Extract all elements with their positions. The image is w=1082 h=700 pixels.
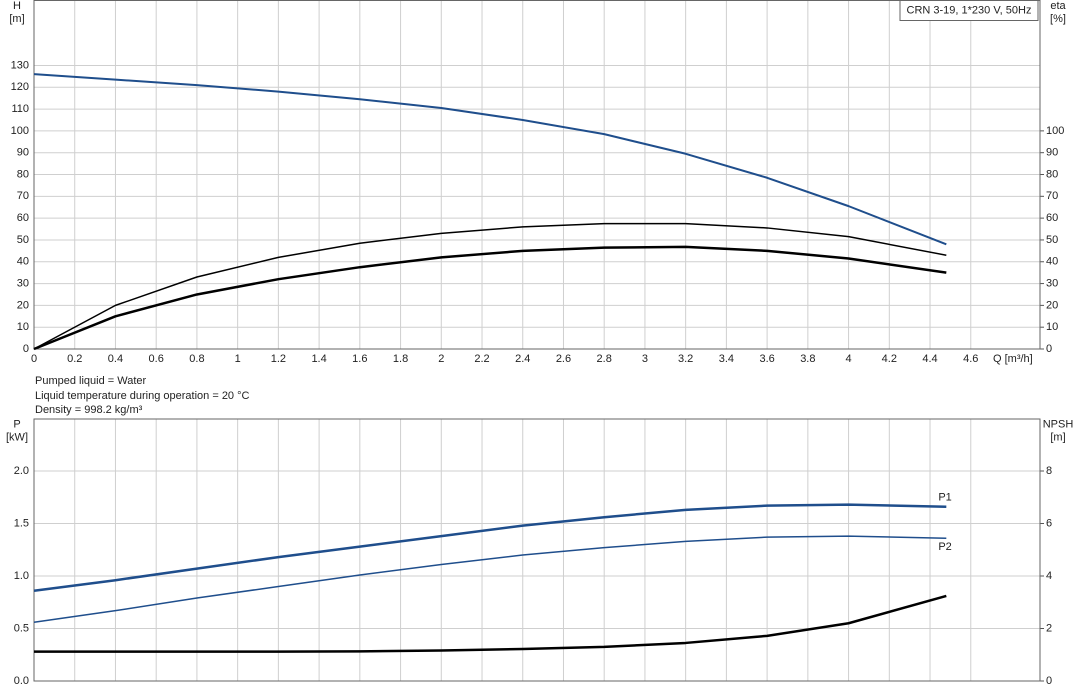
y-tick-label: 0.5 [14,622,29,634]
y-tick-label: 100 [11,125,29,137]
y-axis-label: H [13,0,21,12]
x-axis-label: Q [m³/h] [993,353,1033,365]
x-tick-label: 0.8 [189,353,204,365]
y-tick-label: 120 [11,81,29,93]
y-tick-label: 1.5 [14,517,29,529]
x-tick-label: 3.4 [719,353,734,365]
y-tick-label: 90 [17,147,29,159]
y2-axis-label: [%] [1050,13,1066,25]
y2-tick-label: 6 [1046,517,1052,529]
chart-title: CRN 3-19, 1*230 V, 50Hz [907,4,1032,16]
y2-axis-label: NPSH [1043,418,1074,430]
series-label: P1 [938,492,951,504]
x-tick-label: 1.4 [311,353,326,365]
y-tick-label: 0 [23,343,29,355]
note: Pumped liquid = Water [35,375,147,387]
note: Density = 998.2 kg/m³ [35,404,143,416]
plot-frame [33,418,1041,682]
y2-tick-label: 60 [1046,212,1058,224]
y2-tick-label: 20 [1046,299,1058,311]
y-tick-label: 10 [17,321,29,333]
series-line [33,245,947,351]
y2-tick-label: 10 [1046,321,1058,333]
y-tick-label: 40 [17,256,29,268]
series-line [33,73,947,246]
note: Liquid temperature during operation = 20… [35,390,250,402]
x-tick-label: 1.8 [393,353,408,365]
y-tick-label: 30 [17,277,29,289]
x-tick-label: 2.8 [597,353,612,365]
x-tick-label: 2 [438,353,444,365]
x-tick-label: 0.2 [67,353,82,365]
y2-tick-label: 0 [1046,343,1052,355]
y2-tick-label: 100 [1046,125,1064,137]
series-line [34,594,947,653]
x-tick-label: 1.6 [352,353,367,365]
x-tick-label: 4 [846,353,852,365]
x-tick-label: 4.2 [882,353,897,365]
y-axis-label: [kW] [6,431,28,443]
x-tick-label: 4.4 [922,353,937,365]
x-tick-label: 3.6 [759,353,774,365]
y2-tick-label: 40 [1046,256,1058,268]
x-tick-label: 3.2 [678,353,693,365]
y2-tick-label: 8 [1046,465,1052,477]
y-tick-label: 70 [17,190,29,202]
y-tick-label: 20 [17,299,29,311]
y2-tick-label: 70 [1046,190,1058,202]
x-tick-label: 0 [31,353,37,365]
x-tick-label: 3.8 [800,353,815,365]
series-label: P2 [938,541,951,553]
y-tick-label: 80 [17,168,29,180]
y2-axis-label: eta [1050,0,1066,12]
y-tick-label: 130 [11,59,29,71]
x-tick-label: 3 [642,353,648,365]
plot-frame [33,0,1041,350]
series-line [33,503,947,592]
y2-tick-label: 2 [1046,622,1052,634]
y-tick-label: 110 [11,103,29,115]
x-tick-label: 1 [235,353,241,365]
x-tick-label: 0.6 [149,353,164,365]
y-tick-label: 60 [17,212,29,224]
y2-tick-label: 50 [1046,234,1058,246]
title-box [899,0,1039,21]
y2-tick-label: 80 [1046,168,1058,180]
y2-axis-label: [m] [1050,431,1065,443]
x-tick-label: 0.4 [108,353,123,365]
x-tick-label: 2.4 [515,353,530,365]
y-tick-label: 2.0 [14,465,29,477]
y2-tick-label: 4 [1046,570,1052,582]
y-axis-label: P [13,418,20,430]
series-line [33,535,947,623]
y2-tick-label: 90 [1046,147,1058,159]
y2-tick-label: 30 [1046,277,1058,289]
y-tick-label: 1.0 [14,570,29,582]
series-line [33,222,947,350]
y-axis-label: [m] [9,13,24,25]
y-tick-label: 50 [17,234,29,246]
x-tick-label: 2.2 [474,353,489,365]
x-tick-label: 2.6 [556,353,571,365]
y-tick-label: 0.0 [14,675,29,687]
x-tick-label: 4.6 [963,353,978,365]
x-tick-label: 1.2 [271,353,286,365]
y2-tick-label: 0 [1046,675,1052,687]
